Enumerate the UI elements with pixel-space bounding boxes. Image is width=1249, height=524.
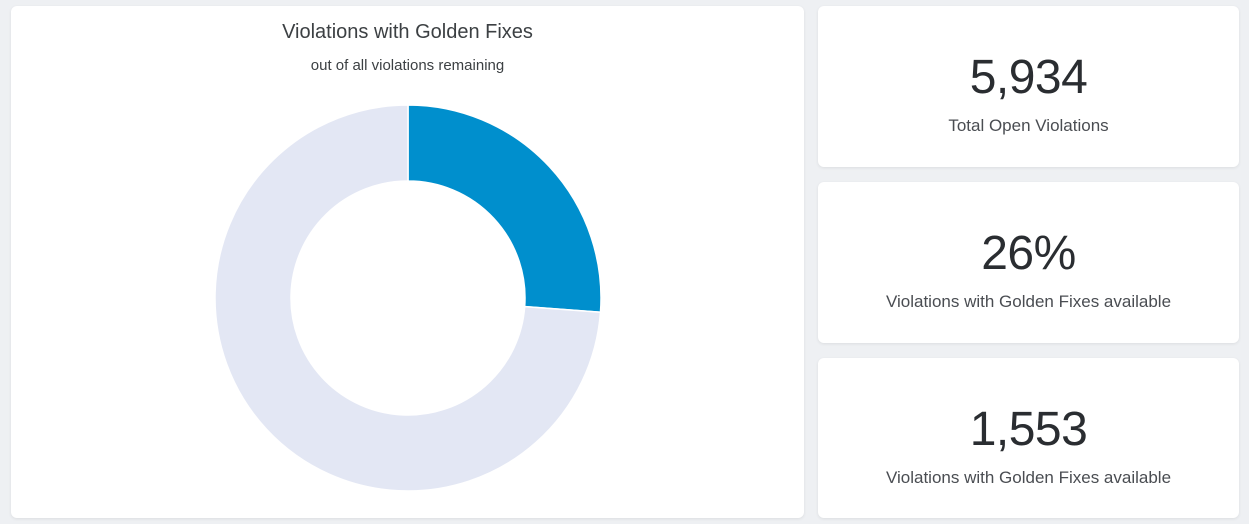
golden-fix-count-value: 1,553 <box>969 403 1088 456</box>
golden-fix-count-label: Violations with Golden Fixes available <box>885 468 1172 487</box>
chart-title: Violations with Golden Fixes <box>282 21 533 43</box>
donut-chart-card: Violations with Golden Fixes out of all … <box>11 6 804 518</box>
golden-fix-percent-card: 26% Violations with Golden Fixes availab… <box>818 182 1239 343</box>
total-open-violations-card: 5,934 Total Open Violations <box>818 6 1239 167</box>
golden-fix-percent-value: 26% <box>981 227 1076 280</box>
total-open-violations-label: Total Open Violations <box>948 116 1109 135</box>
chart-subtitle: out of all violations remaining <box>310 57 505 74</box>
total-open-violations-value: 5,934 <box>969 51 1088 104</box>
golden-fix-count-card: 1,553 Violations with Golden Fixes avail… <box>818 358 1239 518</box>
donut-slice-golden-fixes[interactable] <box>407 104 602 313</box>
golden-fix-percent-label: Violations with Golden Fixes available <box>885 292 1172 311</box>
donut-chart <box>214 104 602 492</box>
donut-slice-remaining[interactable] <box>214 104 602 492</box>
